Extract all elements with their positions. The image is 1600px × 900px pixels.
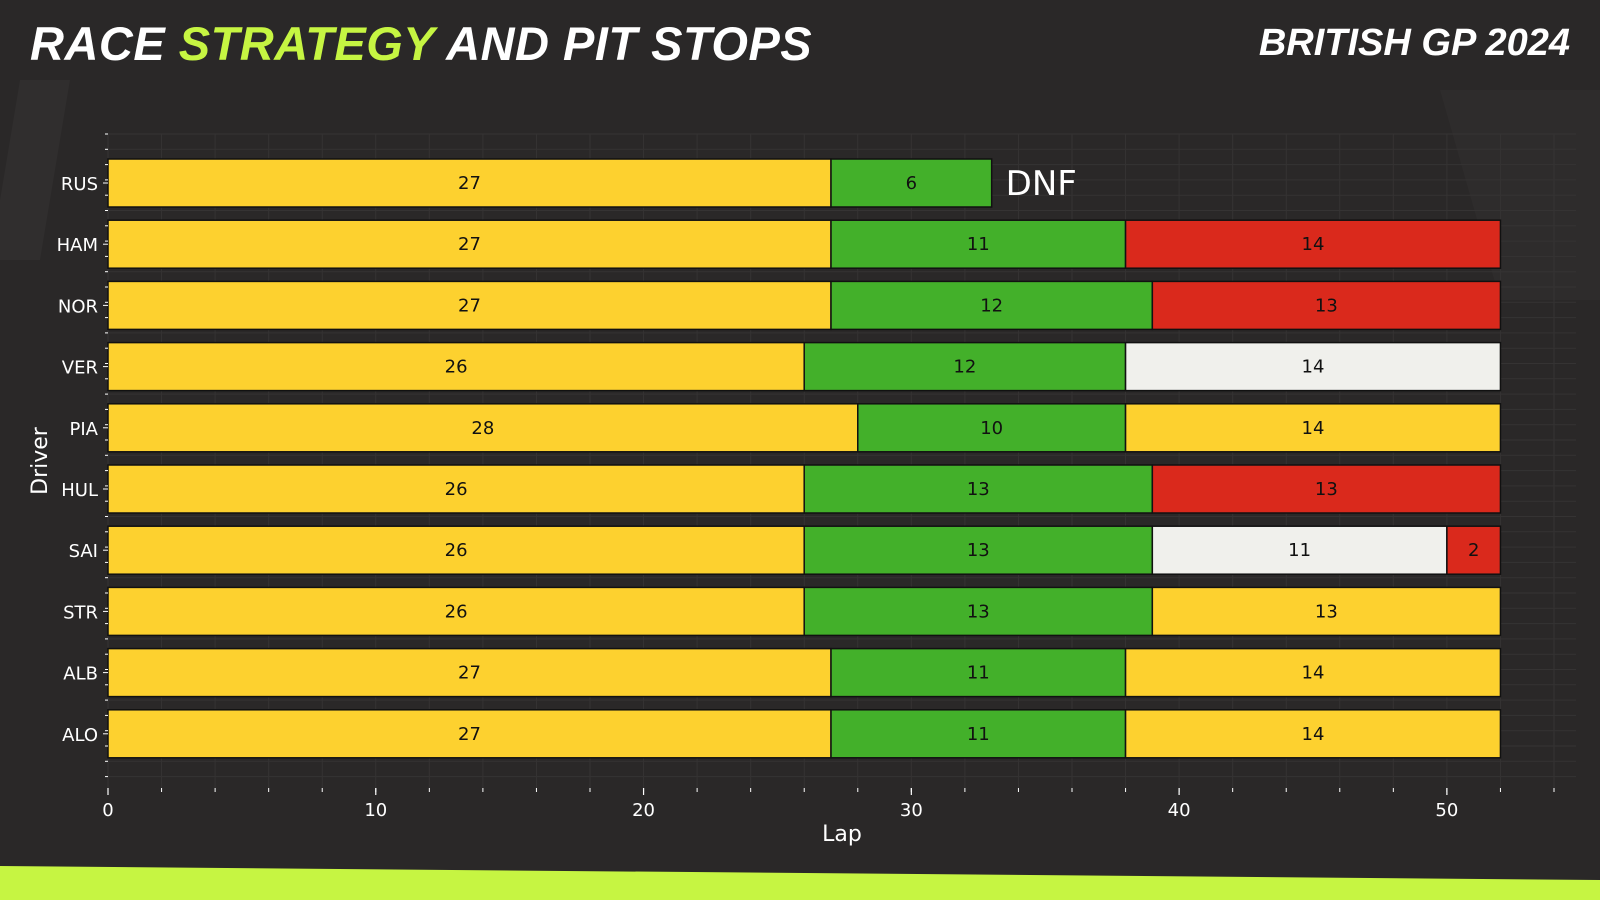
bars-layer: 27 6 DNF 27 11 14 27 12 13 26 12 14 28 10 14 26 13 13 26 13… [107,158,1502,759]
stint-laps-label: 26 [445,479,468,500]
driver-label: VER [62,358,98,379]
stint-bar-medium [107,464,805,514]
event-label: BRITISH GP 2024 [1258,22,1570,64]
stint-laps-label: 13 [1315,479,1338,500]
y-axis-title: Driver [28,426,53,495]
stint-laps-label: 12 [953,357,976,378]
driver-label: SAI [69,541,98,562]
driver-label: HUL [61,480,98,501]
driver-row-ver: 26 12 14 [107,341,1502,392]
stint-bar-intermediate [857,403,1127,453]
driver-row-alo: 27 11 14 [107,709,1502,759]
footer-accent-bar [0,866,1600,900]
stint-laps-label: 28 [471,418,494,439]
title-part-2: AND PIT STOPS [434,17,813,70]
stint-bar-intermediate [830,219,1127,269]
title-part-1: RACE [30,17,179,70]
stint-bar-medium [1151,586,1502,637]
stint-laps-label: 26 [445,540,468,561]
driver-label: RUS [61,174,98,195]
driver-row-str: 26 13 13 [107,586,1502,637]
stint-bar-medium [1124,403,1502,453]
stint-laps-label: 11 [1288,540,1311,561]
page-title: RACE STRATEGY AND PIT STOPS [30,16,812,71]
stint-laps-label: 13 [967,479,990,500]
driver-row-sai: 26 13 11 2 [107,525,1502,575]
stint-laps-label: 11 [967,234,990,255]
stint-laps-label: 10 [980,418,1003,439]
x-tick-label: 50 [1435,800,1458,821]
stint-bar-intermediate [803,586,1154,637]
stint-bar-soft [1446,525,1502,575]
x-tick-label: 30 [900,800,923,821]
stint-laps-label: 27 [458,234,481,255]
stint-laps-label: 13 [967,601,990,622]
stint-bar-medium [107,158,832,208]
driver-label: PIA [70,419,99,440]
x-axis-title: Lap [822,822,862,847]
status-label: DNF [1006,164,1077,204]
stint-laps-label: 11 [967,724,990,745]
stint-bar-medium [1124,709,1502,759]
stint-bar-intermediate [830,647,1127,698]
stint-laps-label: 26 [445,601,468,622]
driver-row-alb: 27 11 14 [107,647,1502,698]
stint-bar-medium [107,341,805,392]
stint-laps-label: 14 [1302,357,1325,378]
stint-bar-medium [107,219,832,269]
driver-row-rus: 27 6 DNF [107,158,1077,208]
stint-laps-label: 12 [980,295,1003,316]
driver-label: ALO [62,725,98,746]
x-tick-label: 10 [364,800,387,821]
title-accent: STRATEGY [178,17,435,70]
stint-bar-hard [1151,525,1448,575]
stint-laps-label: 13 [1315,601,1338,622]
stint-laps-label: 13 [967,540,990,561]
stint-bar-intermediate [830,709,1127,759]
driver-row-ham: 27 11 14 [107,219,1502,269]
stint-bar-soft [1151,464,1502,514]
stint-laps-label: 26 [445,357,468,378]
stint-bar-medium [107,709,832,759]
stint-laps-label: 14 [1302,663,1325,684]
axis-layer: RUS HAM NOR VER PIA HUL SAI STR ALB ALO 0 10 20 30 40 5… [57,133,1555,821]
stint-bar-medium [107,647,832,698]
stint-laps-label: 2 [1468,540,1479,561]
stint-bar-intermediate [830,280,1154,331]
stint-laps-label: 6 [906,173,917,194]
driver-label: HAM [57,235,98,256]
stint-bar-intermediate [830,158,993,208]
stint-bar-medium [1124,647,1502,698]
stint-laps-label: 27 [458,663,481,684]
stint-laps-label: 14 [1302,234,1325,255]
x-tick-label: 0 [102,800,113,821]
stint-bar-soft [1151,280,1502,331]
stint-laps-label: 27 [458,295,481,316]
stint-bar-medium [107,280,832,331]
stint-bar-medium [107,525,805,575]
stint-laps-label: 27 [458,173,481,194]
stint-laps-label: 14 [1302,418,1325,439]
stint-bar-soft [1124,219,1502,269]
stint-bar-intermediate [803,525,1154,575]
driver-label: NOR [58,296,98,317]
driver-label: ALB [63,664,98,685]
stint-laps-label: 11 [967,663,990,684]
stint-bar-hard [1124,341,1502,392]
driver-label: STR [63,602,98,623]
x-tick-label: 20 [632,800,655,821]
driver-row-hul: 26 13 13 [107,464,1502,514]
stint-laps-label: 14 [1302,724,1325,745]
driver-row-nor: 27 12 13 [107,280,1502,331]
stint-laps-label: 13 [1315,295,1338,316]
stint-laps-label: 27 [458,724,481,745]
driver-row-pia: 28 10 14 [107,403,1502,453]
x-tick-label: 40 [1168,800,1191,821]
